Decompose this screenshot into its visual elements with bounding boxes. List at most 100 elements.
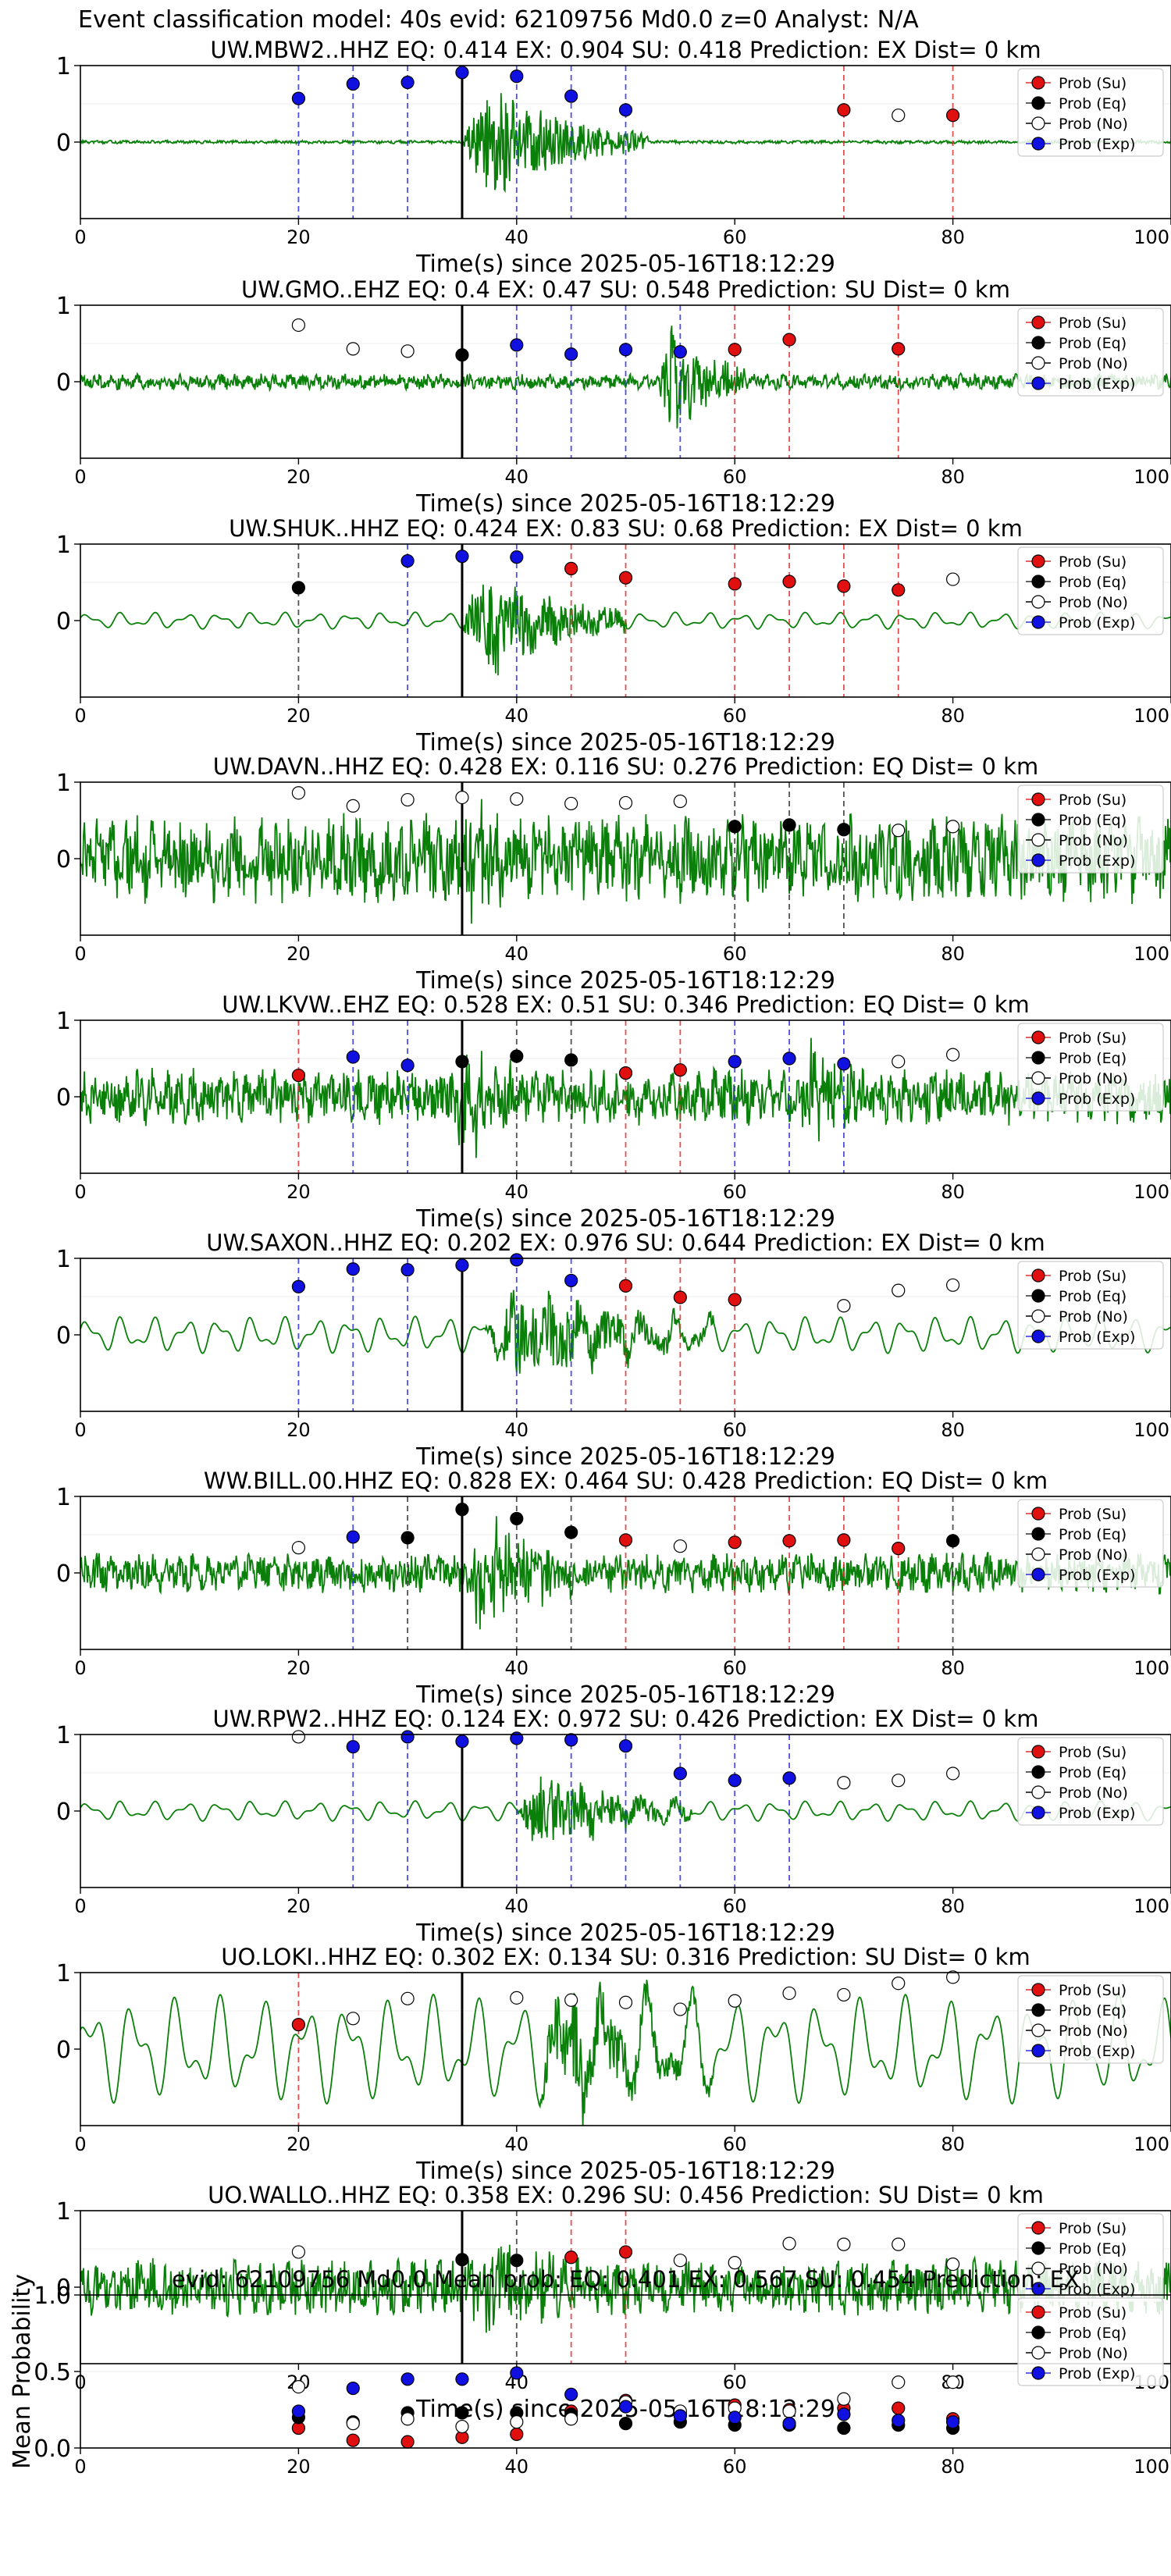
waveform-trace bbox=[80, 326, 1171, 429]
legend-label: Prob (Eq) bbox=[1059, 574, 1127, 591]
panel-title: UW.GMO..EHZ EQ: 0.4 EX: 0.47 SU: 0.548 P… bbox=[241, 276, 1010, 303]
panel-0: UW.MBW2..HHZ EQ: 0.414 EX: 0.904 SU: 0.4… bbox=[56, 37, 1171, 278]
prob-point-eq bbox=[400, 1531, 415, 1545]
legend-label: Prob (Su) bbox=[1059, 2220, 1127, 2237]
x-tick-label: 20 bbox=[287, 466, 311, 488]
legend-label: Prob (Exp) bbox=[1059, 1567, 1135, 1584]
prob-point-exp bbox=[618, 1739, 633, 1753]
x-tick-label: 100 bbox=[1134, 1657, 1169, 1679]
legend-swatch-marker bbox=[1031, 1547, 1045, 1561]
legend-label: Prob (Eq) bbox=[1059, 812, 1127, 829]
mean-point-no bbox=[782, 2404, 796, 2418]
x-tick-label: 40 bbox=[505, 1181, 529, 1203]
prob-point-no bbox=[455, 790, 469, 805]
legend-label: Prob (Su) bbox=[1059, 792, 1127, 809]
prob-point-eq bbox=[945, 1534, 960, 1548]
legend-swatch-marker bbox=[1031, 2003, 1045, 2017]
legend: Prob (Su) Prob (Eq) Prob (No) Prob (Exp) bbox=[1017, 2213, 1164, 2302]
prob-point-exp bbox=[564, 1733, 578, 1747]
legend-swatch-marker bbox=[1031, 1030, 1045, 1044]
legend-label: Prob (No) bbox=[1059, 1070, 1128, 1087]
y-tick-label: 0 bbox=[56, 369, 71, 397]
legend-box bbox=[1017, 1499, 1164, 1588]
legend-label: Prob (Exp) bbox=[1059, 1329, 1135, 1346]
prob-point-no bbox=[291, 1541, 305, 1555]
legend-label: Prob (Su) bbox=[1059, 1268, 1127, 1285]
legend-swatch-marker bbox=[1031, 1329, 1045, 1343]
mean-point-no bbox=[400, 2412, 415, 2426]
y-tick-label: 1 bbox=[56, 53, 71, 80]
prob-point-exp bbox=[510, 1731, 524, 1745]
y-tick-label: 1.0 bbox=[34, 2282, 71, 2310]
prob-point-eq bbox=[564, 1053, 578, 1067]
prob-point-exp bbox=[673, 345, 687, 359]
prob-point-exp bbox=[455, 550, 469, 564]
waveform-trace bbox=[80, 2244, 1171, 2333]
x-tick-label: 20 bbox=[287, 943, 311, 965]
legend-label: Prob (Su) bbox=[1059, 1506, 1127, 1523]
legend-box bbox=[1017, 68, 1164, 157]
legend-label: Prob (Su) bbox=[1059, 2304, 1127, 2322]
panel-title: UW.MBW2..HHZ EQ: 0.414 EX: 0.904 SU: 0.4… bbox=[210, 37, 1041, 63]
mean-point-exp bbox=[945, 2415, 960, 2429]
prob-point-su bbox=[728, 1293, 742, 1307]
y-tick-label: 1 bbox=[56, 293, 71, 320]
legend-box bbox=[1017, 785, 1164, 873]
x-tick-label: 0 bbox=[74, 1181, 86, 1203]
legend-swatch-marker bbox=[1031, 1268, 1045, 1283]
x-tick-label: 60 bbox=[723, 466, 747, 488]
prob-point-no bbox=[892, 1976, 906, 1991]
legend-swatch-marker bbox=[1031, 575, 1045, 589]
prob-point-su bbox=[728, 343, 742, 357]
x-tick-label: 100 bbox=[1134, 943, 1169, 965]
legend-label: Prob (No) bbox=[1059, 2261, 1128, 2278]
x-tick-label: 60 bbox=[723, 1657, 747, 1679]
x-tick-label: 80 bbox=[941, 2456, 965, 2478]
prob-point-no bbox=[291, 318, 305, 333]
prob-point-exp bbox=[346, 1050, 360, 1064]
prob-point-su bbox=[618, 1533, 633, 1547]
prob-point-no bbox=[782, 2236, 796, 2250]
legend: Prob (Su) Prob (Eq) Prob (No) Prob (Exp) bbox=[1017, 2297, 1164, 2386]
legend-swatch-marker bbox=[1031, 1071, 1045, 1085]
legend-swatch-marker bbox=[1031, 2366, 1045, 2380]
mean-point-exp bbox=[455, 2372, 469, 2386]
legend-box bbox=[1017, 546, 1164, 635]
legend-swatch-marker bbox=[1031, 1745, 1045, 1759]
legend-swatch-marker bbox=[1031, 1806, 1045, 1820]
prob-point-eq bbox=[455, 2253, 469, 2267]
y-tick-label: 1 bbox=[56, 770, 71, 797]
plot-area bbox=[80, 1973, 1171, 2126]
x-tick-label: 0 bbox=[74, 943, 86, 965]
x-tick-label: 0 bbox=[74, 2133, 86, 2155]
legend-swatch-marker bbox=[1031, 2325, 1045, 2339]
x-tick-label: 100 bbox=[1134, 1419, 1169, 1441]
x-tick-label: 100 bbox=[1134, 705, 1169, 727]
figure-title: Event classification model: 40s evid: 62… bbox=[78, 6, 919, 34]
mean-point-eq bbox=[837, 2421, 851, 2435]
prob-point-no bbox=[728, 2256, 742, 2270]
x-tick-label: 40 bbox=[505, 1419, 529, 1441]
mean-point-exp bbox=[564, 2387, 578, 2401]
legend-label: Prob (Exp) bbox=[1059, 2043, 1135, 2060]
x-tick-label: 0 bbox=[74, 2456, 86, 2478]
prob-point-no bbox=[837, 1299, 851, 1313]
legend-label: Prob (Eq) bbox=[1059, 2240, 1127, 2258]
panel-title: UO.LOKI..HHZ EQ: 0.302 EX: 0.134 SU: 0.3… bbox=[221, 1944, 1030, 1970]
x-axis-label: Time(s) since 2025-05-16T18:12:29 bbox=[415, 967, 835, 994]
panel-3: UW.DAVN..HHZ EQ: 0.428 EX: 0.116 SU: 0.2… bbox=[56, 753, 1171, 994]
x-tick-label: 20 bbox=[287, 1895, 311, 1917]
legend: Prob (Su) Prob (Eq) Prob (No) Prob (Exp) bbox=[1017, 1737, 1164, 1826]
prob-point-exp bbox=[618, 103, 633, 117]
x-tick-label: 40 bbox=[505, 466, 529, 488]
legend-swatch-marker bbox=[1031, 336, 1045, 350]
legend-label: Prob (Eq) bbox=[1059, 1526, 1127, 1543]
legend-label: Prob (Exp) bbox=[1059, 614, 1135, 632]
legend-swatch-marker bbox=[1031, 1507, 1045, 1521]
x-tick-label: 80 bbox=[941, 1419, 965, 1441]
legend-label: Prob (No) bbox=[1059, 1784, 1128, 1802]
prob-point-eq bbox=[564, 1525, 578, 1539]
legend-swatch-marker bbox=[1031, 376, 1045, 390]
x-axis-label: Time(s) since 2025-05-16T18:12:29 bbox=[415, 1443, 835, 1471]
prob-point-su bbox=[728, 577, 742, 591]
